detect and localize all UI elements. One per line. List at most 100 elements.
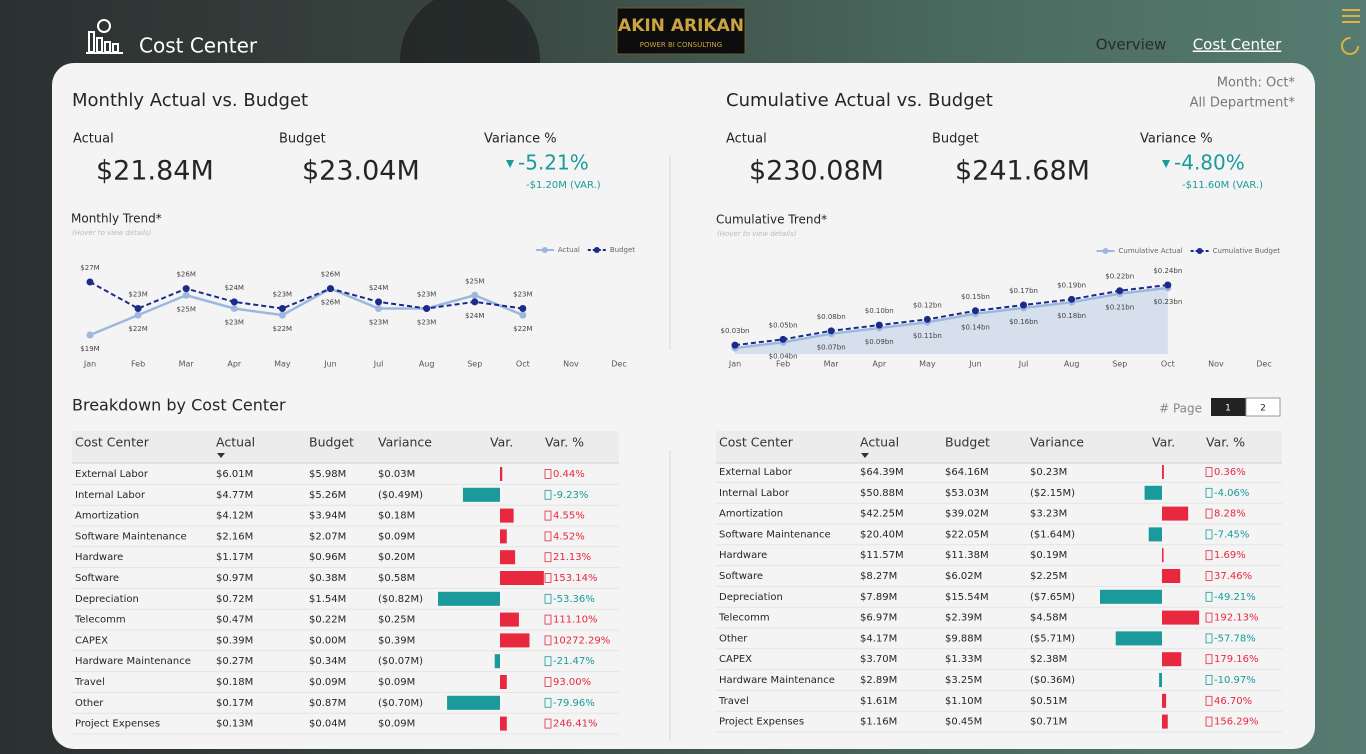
cell-pct: -53.36% bbox=[553, 594, 595, 605]
point bbox=[875, 321, 883, 329]
cell: Hardware bbox=[75, 552, 123, 563]
cell-pct: 179.16% bbox=[1214, 654, 1259, 665]
variance-icon bbox=[544, 552, 552, 563]
x-tick-label: Sep bbox=[467, 360, 482, 369]
data-label: $0.15bn bbox=[961, 293, 990, 301]
variance-icon bbox=[506, 160, 514, 168]
page-number[interactable]: 1 bbox=[1225, 404, 1231, 414]
cell-pct: 4.55% bbox=[553, 511, 585, 522]
point bbox=[86, 278, 94, 286]
variance-icon bbox=[544, 656, 552, 667]
cell: $1.54M bbox=[309, 594, 346, 605]
cell: ($5.71M) bbox=[1030, 633, 1075, 644]
cell: $2.38M bbox=[1030, 654, 1067, 665]
cell: $15.54M bbox=[945, 592, 989, 603]
cell: $0.09M bbox=[378, 719, 415, 730]
cell: $3.23M bbox=[1030, 509, 1067, 520]
variance-bar bbox=[1162, 652, 1182, 667]
logo bbox=[616, 7, 746, 55]
cell: $22.05M bbox=[945, 529, 989, 540]
variance-icon bbox=[1162, 160, 1170, 168]
column-header: Actual bbox=[216, 435, 255, 450]
cell: $0.39M bbox=[378, 635, 415, 646]
legend-label: Actual bbox=[558, 246, 580, 254]
legend-label: Cumulative Actual bbox=[1119, 247, 1183, 255]
page-number[interactable]: 2 bbox=[1260, 404, 1266, 414]
variance-icon bbox=[1205, 654, 1213, 665]
data-label: $25M bbox=[465, 277, 484, 285]
cell: Software Maintenance bbox=[75, 531, 187, 542]
cell: $0.17M bbox=[216, 698, 253, 709]
section-title: Cumulative Actual vs. Budget bbox=[726, 90, 993, 111]
kpi-value: -4.80% bbox=[1174, 151, 1245, 175]
cell: $4.58M bbox=[1030, 613, 1067, 624]
cell: External Labor bbox=[719, 467, 793, 478]
variance-icon bbox=[1205, 675, 1213, 685]
cell: $5.26M bbox=[309, 490, 346, 501]
legend-label: Cumulative Budget bbox=[1213, 247, 1281, 255]
nav-link[interactable]: Overview bbox=[1096, 36, 1167, 54]
cell: $64.16M bbox=[945, 467, 989, 478]
point bbox=[326, 285, 334, 293]
cell: $0.13M bbox=[216, 719, 253, 730]
point bbox=[471, 291, 479, 299]
cell: $9.88M bbox=[945, 633, 982, 644]
cell-pct: -4.06% bbox=[1214, 488, 1249, 499]
page-button-active[interactable] bbox=[1211, 398, 1246, 416]
header-icon bbox=[86, 19, 123, 54]
point bbox=[1020, 301, 1028, 309]
cell: Depreciation bbox=[75, 594, 139, 605]
x-tick-label: Jan bbox=[83, 360, 96, 369]
variance-icon bbox=[544, 697, 552, 708]
legend-marker bbox=[1196, 248, 1203, 254]
cell: $0.09M bbox=[378, 531, 415, 542]
cell: $50.88M bbox=[860, 488, 904, 499]
kpi-value: -5.21% bbox=[518, 151, 589, 175]
series-line bbox=[89, 287, 524, 337]
point bbox=[86, 331, 94, 339]
column-header: Var. bbox=[1152, 435, 1175, 450]
kpi-value: $241.68M bbox=[955, 156, 1090, 187]
cell: ($0.07M) bbox=[378, 656, 423, 667]
sort-icon bbox=[217, 453, 225, 458]
variance-bar bbox=[1115, 631, 1162, 646]
variance-bar bbox=[500, 633, 530, 648]
x-tick-label: Aug bbox=[419, 360, 435, 369]
cell-pct: 111.10% bbox=[553, 615, 598, 626]
data-label: $0.11bn bbox=[913, 332, 942, 340]
variance-bar bbox=[462, 487, 500, 502]
cell-pct: -21.47% bbox=[553, 656, 595, 667]
data-label: $22M bbox=[513, 325, 532, 333]
column-header: Cost Center bbox=[719, 435, 794, 450]
variance-bar bbox=[1100, 589, 1162, 604]
cell-pct: 8.28% bbox=[1214, 509, 1246, 520]
cell: Software bbox=[75, 573, 119, 584]
column-header: Var. % bbox=[1206, 435, 1245, 450]
variance-icon bbox=[1205, 571, 1213, 581]
cell-pct: 153.14% bbox=[553, 573, 598, 584]
variance-icon bbox=[1205, 529, 1213, 540]
page-button[interactable] bbox=[1245, 397, 1281, 417]
cell-pct: -10.97% bbox=[1214, 675, 1256, 686]
point bbox=[1068, 295, 1076, 303]
chart-title: Monthly Trend* bbox=[71, 212, 162, 226]
column-header: Budget bbox=[309, 435, 354, 450]
page-label: # Page bbox=[1159, 402, 1202, 416]
cell: $2.39M bbox=[945, 613, 982, 624]
variance-bar bbox=[500, 550, 516, 565]
cell: $11.38M bbox=[945, 550, 989, 561]
cell: $7.89M bbox=[860, 592, 897, 603]
x-tick-label: May bbox=[274, 360, 291, 369]
cell: $0.45M bbox=[945, 717, 982, 728]
refresh-icon[interactable] bbox=[1341, 37, 1359, 55]
cell-pct: -79.96% bbox=[553, 698, 595, 709]
settings-icon[interactable] bbox=[1342, 9, 1360, 23]
column-header: Cost Center bbox=[75, 435, 150, 450]
chart-title: Cumulative Trend* bbox=[716, 213, 827, 227]
x-tick-label: Apr bbox=[227, 360, 242, 369]
data-label: $27M bbox=[80, 264, 99, 272]
nav-link-active[interactable]: Cost Center bbox=[1193, 36, 1282, 54]
cell: $6.02M bbox=[945, 571, 982, 582]
cell: $0.97M bbox=[216, 573, 253, 584]
table-header bbox=[72, 431, 619, 463]
